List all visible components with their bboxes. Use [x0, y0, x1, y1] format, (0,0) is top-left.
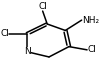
- Text: Cl: Cl: [87, 45, 96, 54]
- Text: N: N: [24, 47, 31, 56]
- Text: NH₂: NH₂: [82, 16, 99, 25]
- Text: Cl: Cl: [0, 29, 9, 38]
- Text: Cl: Cl: [38, 2, 47, 11]
